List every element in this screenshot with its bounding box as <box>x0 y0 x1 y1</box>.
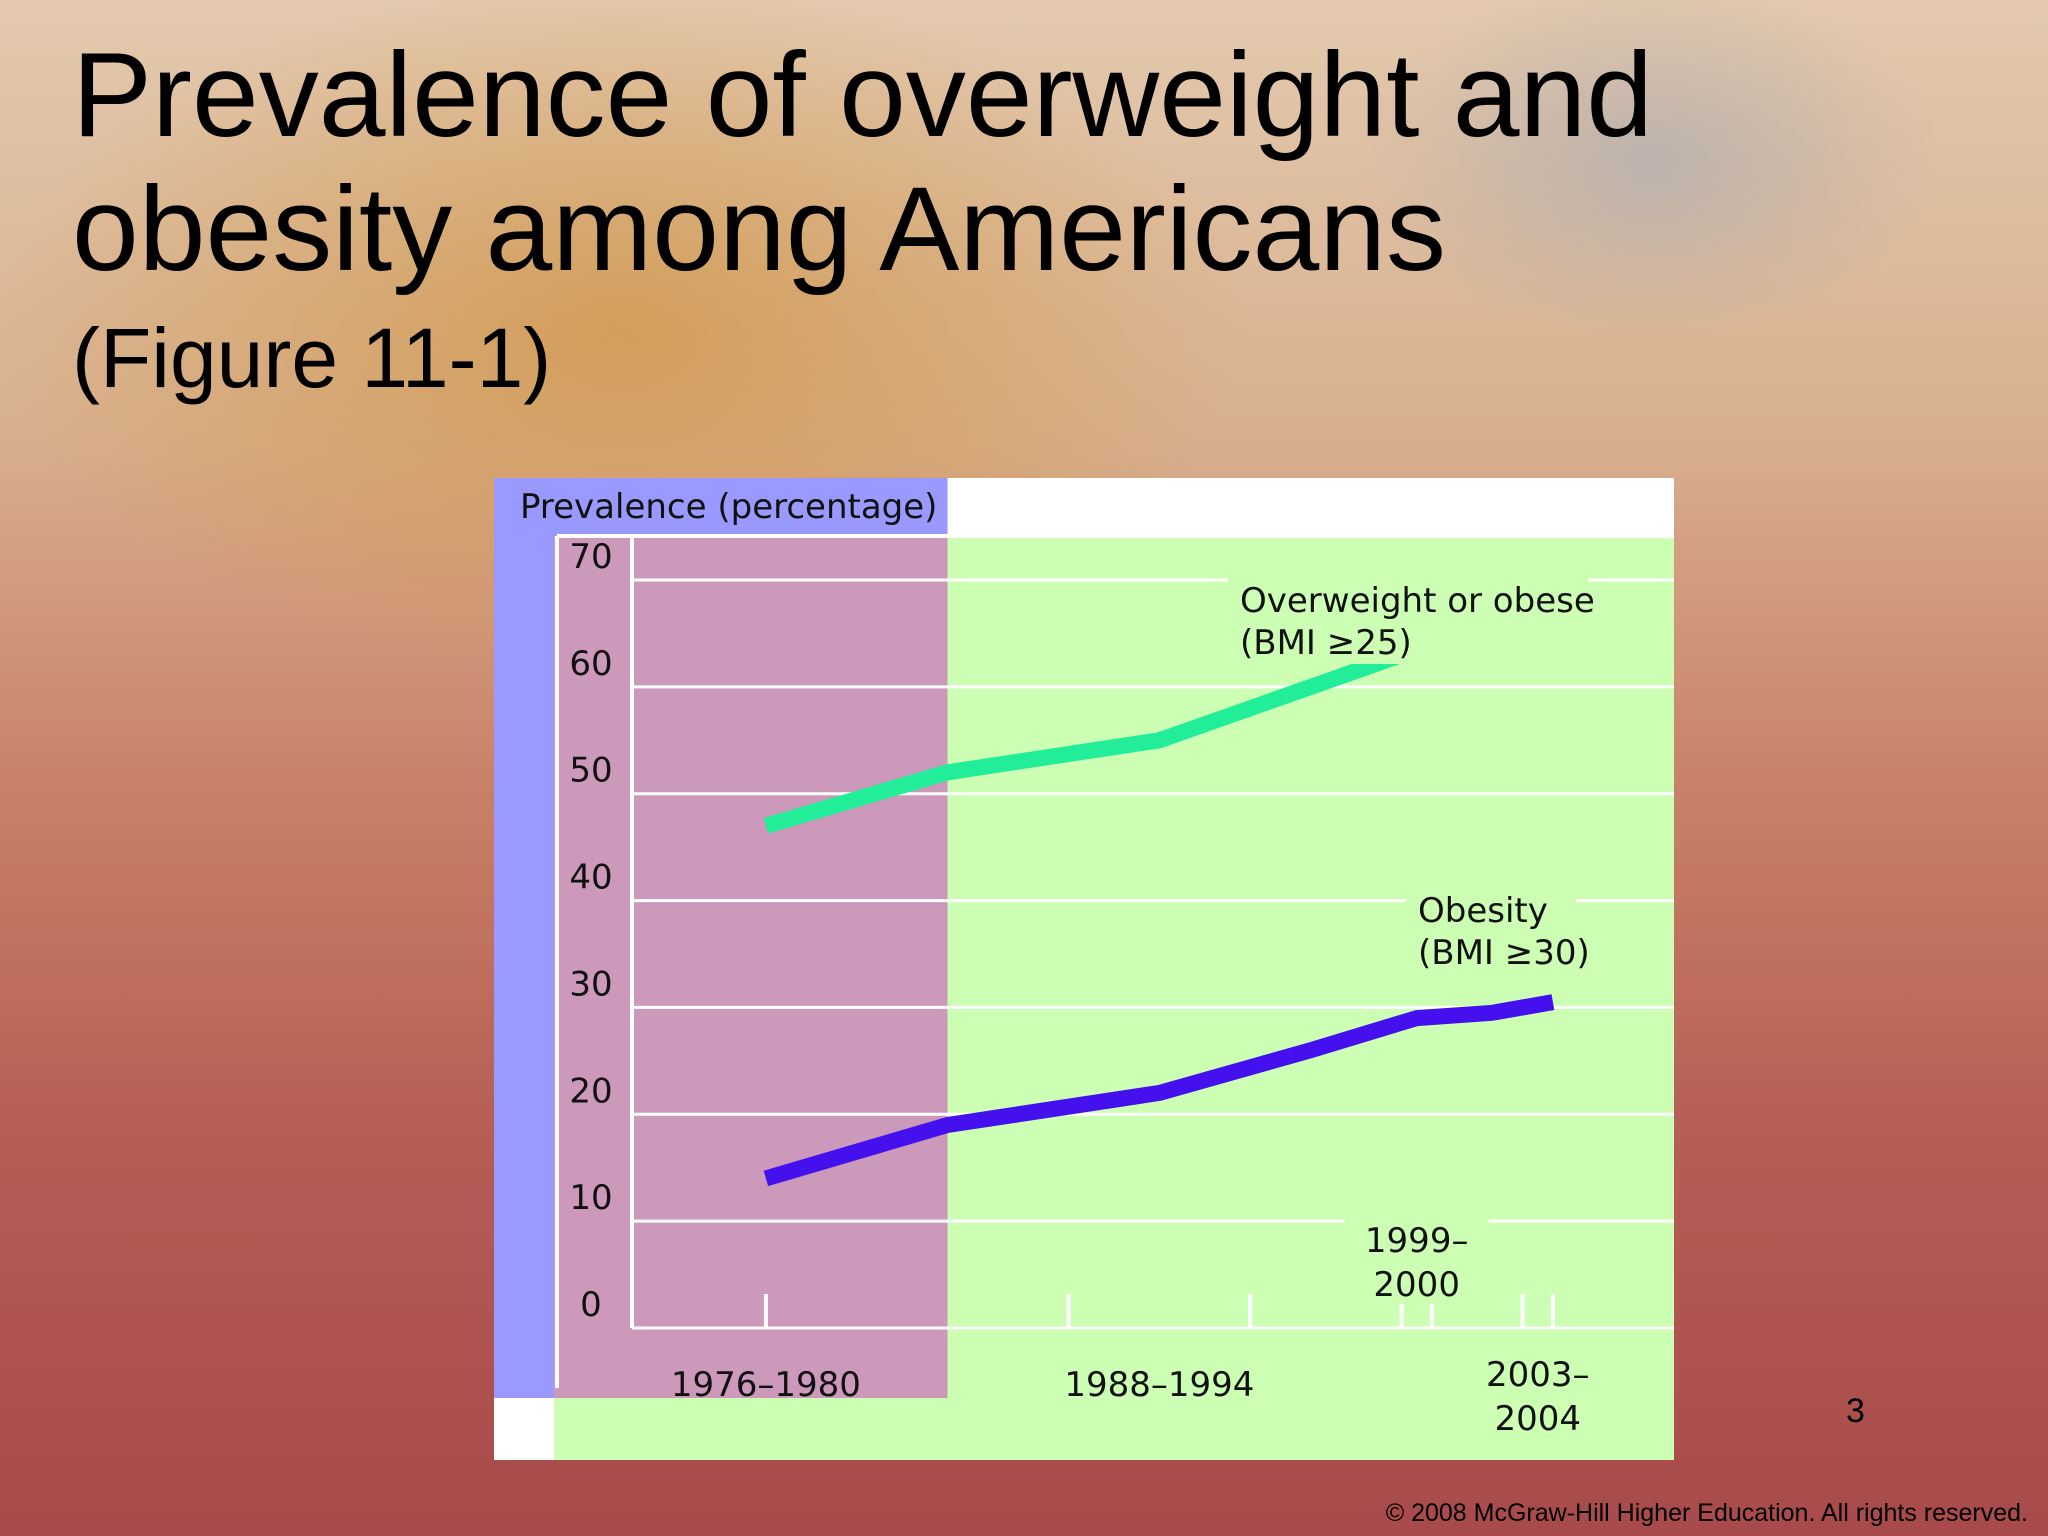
y-tick-label: 0 <box>580 1285 602 1325</box>
slide-title-line-1: Prevalence of overweight and <box>72 28 1653 162</box>
x-period-label-backdrop <box>1465 1348 1610 1438</box>
slide-title: Prevalence of overweight and obesity amo… <box>72 28 1653 296</box>
y-tick-label: 10 <box>569 1178 612 1218</box>
series-label-criterion: (BMI ≥30) <box>1418 933 1590 973</box>
y-axis-title: Prevalence (percentage) <box>520 487 937 527</box>
y-tick-label: 20 <box>569 1071 612 1111</box>
x-period-label: 2000 <box>1373 1265 1460 1305</box>
x-period-label: 2003– <box>1486 1355 1590 1395</box>
y-tick-label: 70 <box>569 537 612 577</box>
series-label-criterion: (BMI ≥25) <box>1240 623 1412 663</box>
series-line-obesity <box>763 994 1555 1187</box>
y-axis-title-band <box>494 478 948 536</box>
y-tick-label: 40 <box>569 858 612 898</box>
x-period-label: 1988–1994 <box>1064 1365 1254 1405</box>
x-period-label: 2004 <box>1495 1399 1582 1439</box>
slide-number: 3 <box>1846 1392 1865 1430</box>
shaded-period-region <box>554 536 948 1398</box>
copyright-notice: © 2008 McGraw-Hill Higher Education. All… <box>1385 1499 2028 1527</box>
x-period-label: 1976–1980 <box>671 1365 861 1405</box>
slide-subtitle: (Figure 11-1) <box>72 311 552 405</box>
prevalence-line-chart: 0 10 20 30 40 50 60 70 Prevalence (percentage) Ov… <box>494 478 1674 1460</box>
slide-title-line-2: obesity among Americans <box>72 162 1447 296</box>
y-tick-label: 30 <box>569 964 612 1004</box>
x-period-label-backdrop <box>1344 1214 1489 1304</box>
series-label-backdrop <box>1406 888 1576 974</box>
y-axis-band <box>494 536 554 1398</box>
y-tick-label: 50 <box>569 751 612 791</box>
series-label-name: Overweight or obese <box>1240 581 1595 621</box>
y-tick-label: 60 <box>569 644 612 684</box>
chart-labels: 0 10 20 30 40 50 60 70 Prevalence (percentage) Ov… <box>520 487 1610 1439</box>
x-period-label: 1999– <box>1365 1221 1469 1261</box>
series-label-name: Obesity <box>1418 891 1548 931</box>
series-label-backdrop <box>1228 578 1588 664</box>
